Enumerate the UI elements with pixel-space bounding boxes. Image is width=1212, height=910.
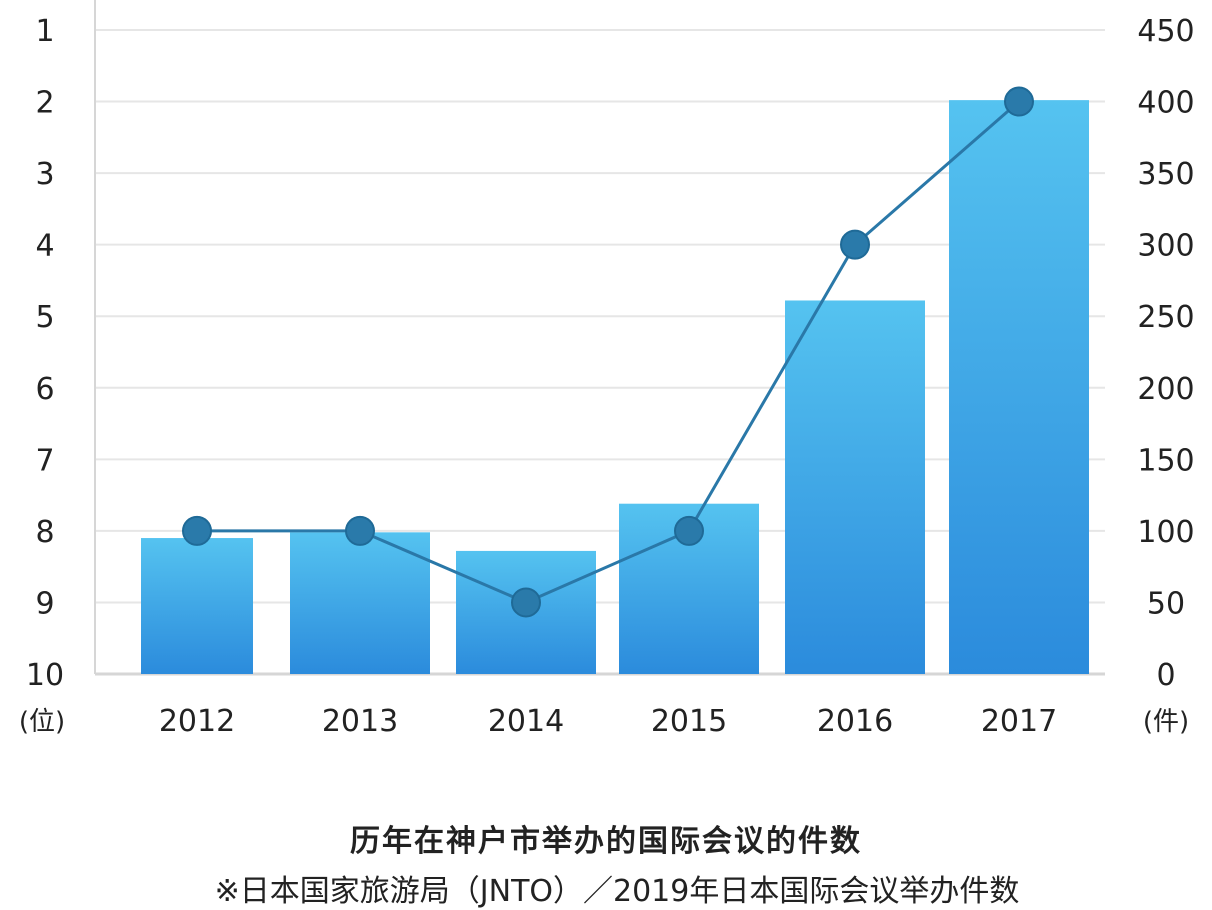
category-label: 2017 [981,704,1057,739]
left-tick-label: 7 [35,443,54,478]
left-tick-label: 6 [35,372,54,407]
left-tick-label: 2 [35,86,54,121]
right-tick-label: 250 [1137,300,1194,335]
left-tick-label: 1 [35,14,54,49]
right-tick-label: 300 [1137,229,1194,264]
rank-line [197,100,1020,605]
bar-2017 [949,100,1089,674]
right-tick-label: 400 [1137,86,1194,121]
left-tick-label: 5 [35,300,54,335]
left-tick-label: 10 [26,658,64,693]
chart-caption-note: ※日本国家旅游局（JNTO）／2019年日本国际会议举办件数 [214,874,1020,909]
rank-marker-2016 [840,229,870,260]
right-axis-unit: (件) [1143,707,1189,737]
bars [141,100,1089,674]
left-tick-label: 8 [35,515,54,550]
rank-marker-2013 [345,515,375,546]
left-tick-label: 4 [35,229,54,264]
left-axis-unit: (位) [19,707,65,737]
category-labels: 2012 2013 2014 2015 2016 2017 [159,704,1057,739]
bar-2012 [141,538,253,674]
category-label: 2013 [322,704,398,739]
left-tick-label: 3 [35,157,54,192]
bar-2013 [290,532,430,674]
category-label: 2012 [159,704,235,739]
right-tick-label: 350 [1137,157,1194,192]
chart-caption-title: 历年在神户市举办的国际会议的件数 [350,824,862,859]
left-axis-ticks: 1 2 3 4 5 6 7 8 9 10 [26,14,64,693]
category-label: 2016 [817,704,893,739]
right-tick-label: 0 [1156,658,1175,693]
rank-marker-2015 [674,515,704,546]
right-axis-ticks: 0 50 100 150 200 250 300 350 400 450 [1137,14,1194,693]
bar-2016 [785,300,925,674]
right-tick-label: 450 [1137,14,1194,49]
rank-marker-2012 [182,515,212,546]
right-tick-label: 150 [1137,443,1194,478]
category-label: 2014 [488,704,564,739]
rank-line-path [197,100,1020,605]
rank-marker-2017 [1004,86,1034,117]
left-tick-label: 9 [35,586,54,621]
rank-markers [182,86,1034,618]
rank-marker-2014 [511,587,541,618]
right-tick-label: 200 [1137,372,1194,407]
category-label: 2015 [651,704,727,739]
right-tick-label: 100 [1137,515,1194,550]
right-tick-label: 50 [1147,586,1185,621]
